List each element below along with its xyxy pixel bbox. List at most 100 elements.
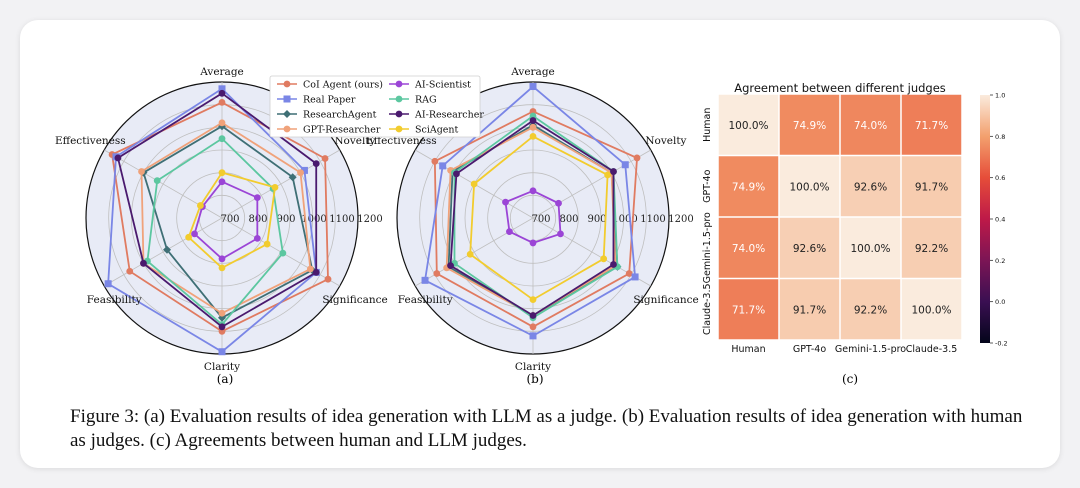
panel-label-a: (a): [217, 372, 234, 386]
heatmap-cell-label: 71.7%: [732, 304, 765, 316]
axis-label-average: Average: [199, 66, 244, 78]
axis-label-significance: Significance: [322, 294, 387, 306]
panel-label-c: (c): [842, 372, 858, 386]
legend-item-researchagent: ResearchAgent: [277, 110, 377, 121]
heatmap-cell-label: 74.0%: [854, 120, 887, 132]
legend-marker: [283, 80, 291, 88]
series-point: [114, 154, 122, 162]
legend-marker: [395, 95, 403, 103]
heatmap-cell-label: 92.6%: [793, 243, 826, 255]
series-point: [218, 309, 226, 317]
legend-item-ai-researcher: AI-Researcher: [389, 110, 484, 121]
series-point: [197, 202, 204, 209]
heatmap-title: Agreement between different judges: [734, 81, 946, 95]
legend-marker: [395, 80, 403, 88]
series-point: [453, 170, 460, 178]
legend-label: ResearchAgent: [303, 110, 377, 121]
series-real-paper: [421, 83, 639, 340]
series-point: [470, 180, 478, 188]
legend-label: GPT-Researcher: [303, 125, 381, 136]
series-point: [218, 348, 226, 356]
series-point: [439, 162, 447, 170]
series-sciagent: [185, 169, 279, 272]
figure-3: 700 800 900 1000 1100 1200AverageNoveltySigni…: [55, 66, 1008, 386]
legend-item-real-paper: Real Paper: [277, 95, 356, 106]
heatmap-row-label: GPT-4o: [702, 169, 713, 202]
axis-label-effectiveness: Effectiveness: [366, 135, 437, 147]
series-ai-researcher: [114, 89, 320, 331]
axis-label-novelty: Novelty: [334, 135, 375, 147]
radial-tick-label: 900: [587, 214, 606, 225]
series-point: [312, 269, 320, 276]
series-point: [421, 276, 429, 284]
axis-label-average: Average: [510, 66, 555, 78]
series-point: [529, 296, 537, 303]
series-point: [633, 154, 641, 162]
heatmap-cell-label: 100.0%: [789, 181, 829, 193]
colorbar-tick-label: 0.2: [995, 257, 1005, 265]
heatmap-cell-label: 100.0%: [911, 304, 951, 316]
radial-tick-label: 700: [220, 214, 239, 225]
series-point: [529, 133, 537, 140]
series-point: [631, 273, 639, 281]
heatmap-cell: [840, 217, 901, 278]
heatmap-cell-label: 74.9%: [732, 181, 765, 193]
colorbar-tick-label: 1.0: [995, 92, 1005, 100]
series-point: [218, 323, 226, 331]
heatmap-cell-label: 100.0%: [728, 120, 768, 132]
series-point: [218, 255, 226, 263]
series-point: [610, 168, 617, 175]
legend-item-rag: RAG: [389, 95, 437, 106]
series-point: [529, 323, 537, 331]
heatmap-cell: [718, 156, 779, 217]
series-coi-agent-ours: [108, 99, 332, 335]
heatmap-cell-label: 71.7%: [915, 120, 948, 132]
radial-tick-label: 1200: [357, 214, 382, 225]
heatmap-cell: [779, 217, 840, 278]
series-point: [271, 184, 279, 191]
series-point: [604, 171, 611, 179]
series-point: [263, 240, 271, 248]
heatmap-row-label: Human: [702, 108, 713, 142]
series-point: [555, 199, 562, 207]
series-point: [529, 83, 537, 91]
series-point: [529, 239, 537, 247]
series-point: [529, 332, 537, 340]
legend-marker: [283, 95, 291, 103]
radial-tick-label: 1200: [668, 214, 693, 225]
radar-chart-b: 700 800 900 1000 1100 1200 Average Novelty Signi…: [366, 66, 699, 373]
series-point: [126, 267, 134, 275]
legend-box: [269, 75, 481, 138]
heatmap-cell: [779, 94, 840, 155]
series-point: [529, 123, 537, 131]
heatmap-cell: [840, 94, 901, 155]
axis-label-clarity: Clarity: [204, 361, 240, 373]
heatmap-row-label: Gemini-1.5-pro: [702, 212, 713, 283]
series-point: [218, 169, 226, 177]
heatmap-cell: [901, 94, 962, 155]
heatmap-cell: [779, 156, 840, 217]
series-point: [600, 255, 608, 263]
series-point: [218, 264, 226, 272]
heatmap-cell: [779, 279, 840, 340]
heatmap-cell: [840, 279, 901, 340]
grid-spoke: [532, 149, 651, 219]
series-point: [433, 270, 441, 277]
series-point: [253, 194, 261, 202]
series-point: [431, 157, 439, 165]
series-point: [185, 233, 193, 241]
grid-spoke: [221, 149, 340, 219]
series-point: [218, 178, 226, 186]
series-point: [625, 270, 633, 277]
heatmap-cell-label: 92.2%: [915, 243, 948, 255]
legend-label: AI-Researcher: [414, 110, 484, 121]
series-point: [297, 169, 304, 177]
series-point: [321, 155, 329, 162]
legend-label: Real Paper: [303, 95, 356, 106]
axis-label-feasibility: Feasibility: [87, 294, 142, 306]
series-ai-researcher: [447, 117, 617, 319]
radial-tick-label: 1000: [612, 214, 637, 225]
heatmap-cell: [901, 217, 962, 278]
series-point: [466, 250, 474, 258]
radial-tick-label: 900: [276, 214, 295, 225]
